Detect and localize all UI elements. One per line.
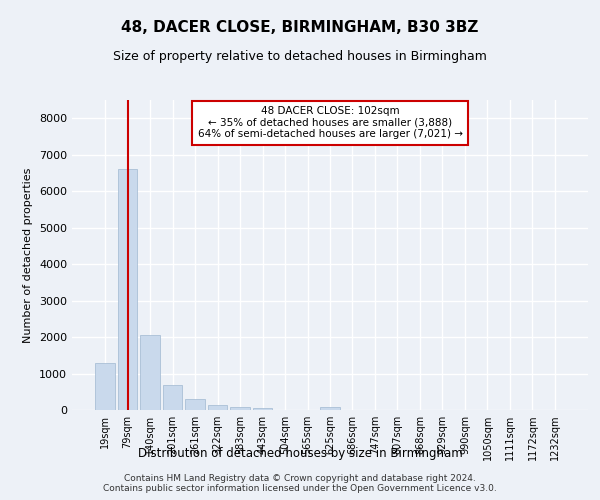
Bar xyxy=(163,385,182,410)
Bar xyxy=(95,362,115,410)
Bar xyxy=(253,408,272,410)
Bar xyxy=(140,335,160,410)
Text: Size of property relative to detached houses in Birmingham: Size of property relative to detached ho… xyxy=(113,50,487,63)
Bar xyxy=(208,406,227,410)
Text: Contains HM Land Registry data © Crown copyright and database right 2024.: Contains HM Land Registry data © Crown c… xyxy=(124,474,476,483)
Bar xyxy=(185,400,205,410)
Bar xyxy=(230,408,250,410)
Text: Distribution of detached houses by size in Birmingham: Distribution of detached houses by size … xyxy=(137,448,463,460)
Y-axis label: Number of detached properties: Number of detached properties xyxy=(23,168,34,342)
Text: 48, DACER CLOSE, BIRMINGHAM, B30 3BZ: 48, DACER CLOSE, BIRMINGHAM, B30 3BZ xyxy=(121,20,479,35)
Text: 48 DACER CLOSE: 102sqm
← 35% of detached houses are smaller (3,888)
64% of semi-: 48 DACER CLOSE: 102sqm ← 35% of detached… xyxy=(197,106,463,140)
Bar xyxy=(320,408,340,410)
Text: Contains public sector information licensed under the Open Government Licence v3: Contains public sector information licen… xyxy=(103,484,497,493)
Bar xyxy=(118,170,137,410)
